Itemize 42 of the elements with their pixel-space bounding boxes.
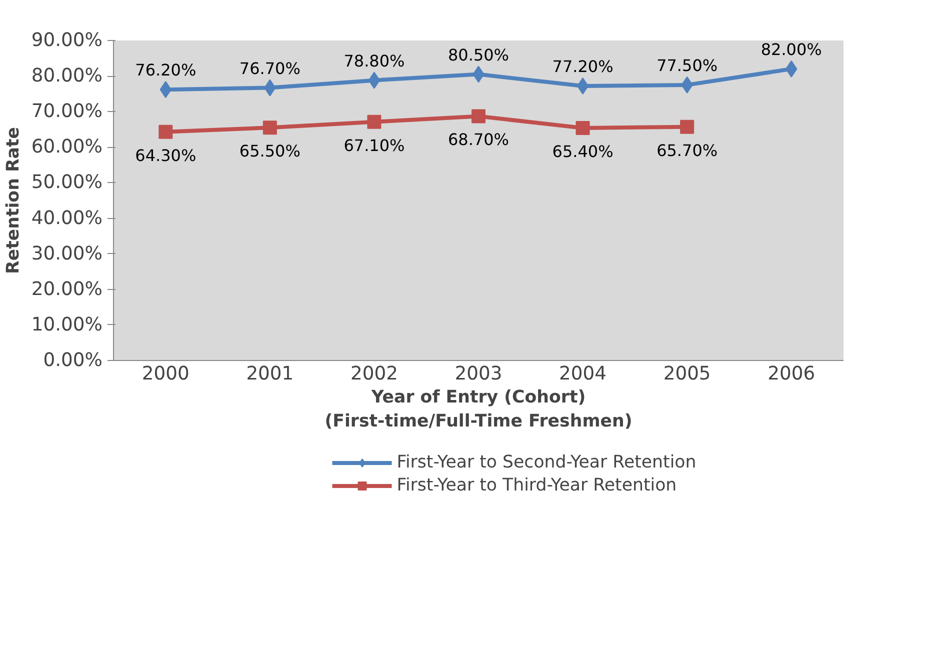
y-tick-label: 40.00%: [31, 208, 103, 229]
point: [472, 109, 486, 124]
data-label: 65.50%: [239, 142, 300, 161]
x-tick-label: 2001: [246, 364, 294, 384]
data-label: 80.50%: [448, 45, 510, 64]
y-tick-label: 50.00%: [31, 172, 103, 194]
legend-label: First-Year to Second-Year Retention: [396, 452, 696, 472]
point: [367, 114, 382, 129]
y-tick-label: 30.00%: [31, 243, 103, 264]
y-tick-label: 0.00%: [43, 350, 103, 371]
data-label: 67.10%: [344, 136, 405, 155]
x-tick-label: 2002: [350, 364, 398, 384]
data-label: 76.70%: [239, 58, 300, 78]
point: [576, 120, 590, 135]
data-label: 77.50%: [656, 56, 718, 75]
x-tick-label: 2004: [559, 364, 607, 384]
x-tick-label: 2003: [454, 364, 502, 384]
data-label: 65.40%: [552, 142, 614, 161]
x-tick-label: 2006: [768, 364, 816, 384]
y-tick-label: 90.00%: [31, 30, 103, 51]
data-label: 76.20%: [135, 60, 196, 80]
data-label: 78.80%: [344, 51, 405, 70]
point: [576, 78, 589, 95]
y-tick-label: 10.00%: [31, 314, 103, 336]
point: [368, 72, 380, 89]
x-tick-label: 2000: [142, 364, 190, 384]
point: [680, 120, 694, 134]
data-label: 64.30%: [135, 146, 196, 165]
point: [262, 120, 277, 135]
y-tick-label: 80.00%: [31, 66, 103, 87]
data-label: 82.00%: [760, 40, 822, 59]
point: [158, 124, 173, 139]
legend-label: First-Year to Third-Year Retention: [396, 476, 677, 496]
data-label: 77.20%: [552, 57, 614, 76]
y-axis-title: Retention Rate: [3, 126, 24, 274]
x-tick-label: 2005: [663, 364, 711, 384]
y-tick-label: 20.00%: [31, 278, 103, 300]
data-label: 65.70%: [656, 140, 718, 160]
y-tick-label: 70.00%: [31, 101, 103, 122]
data-label: 68.70%: [448, 130, 510, 150]
y-tick-label: 60.00%: [31, 136, 103, 158]
x-axis-title: Year of Entry (Cohort) (First-time/Full-Time Freshmen): [324, 388, 632, 432]
